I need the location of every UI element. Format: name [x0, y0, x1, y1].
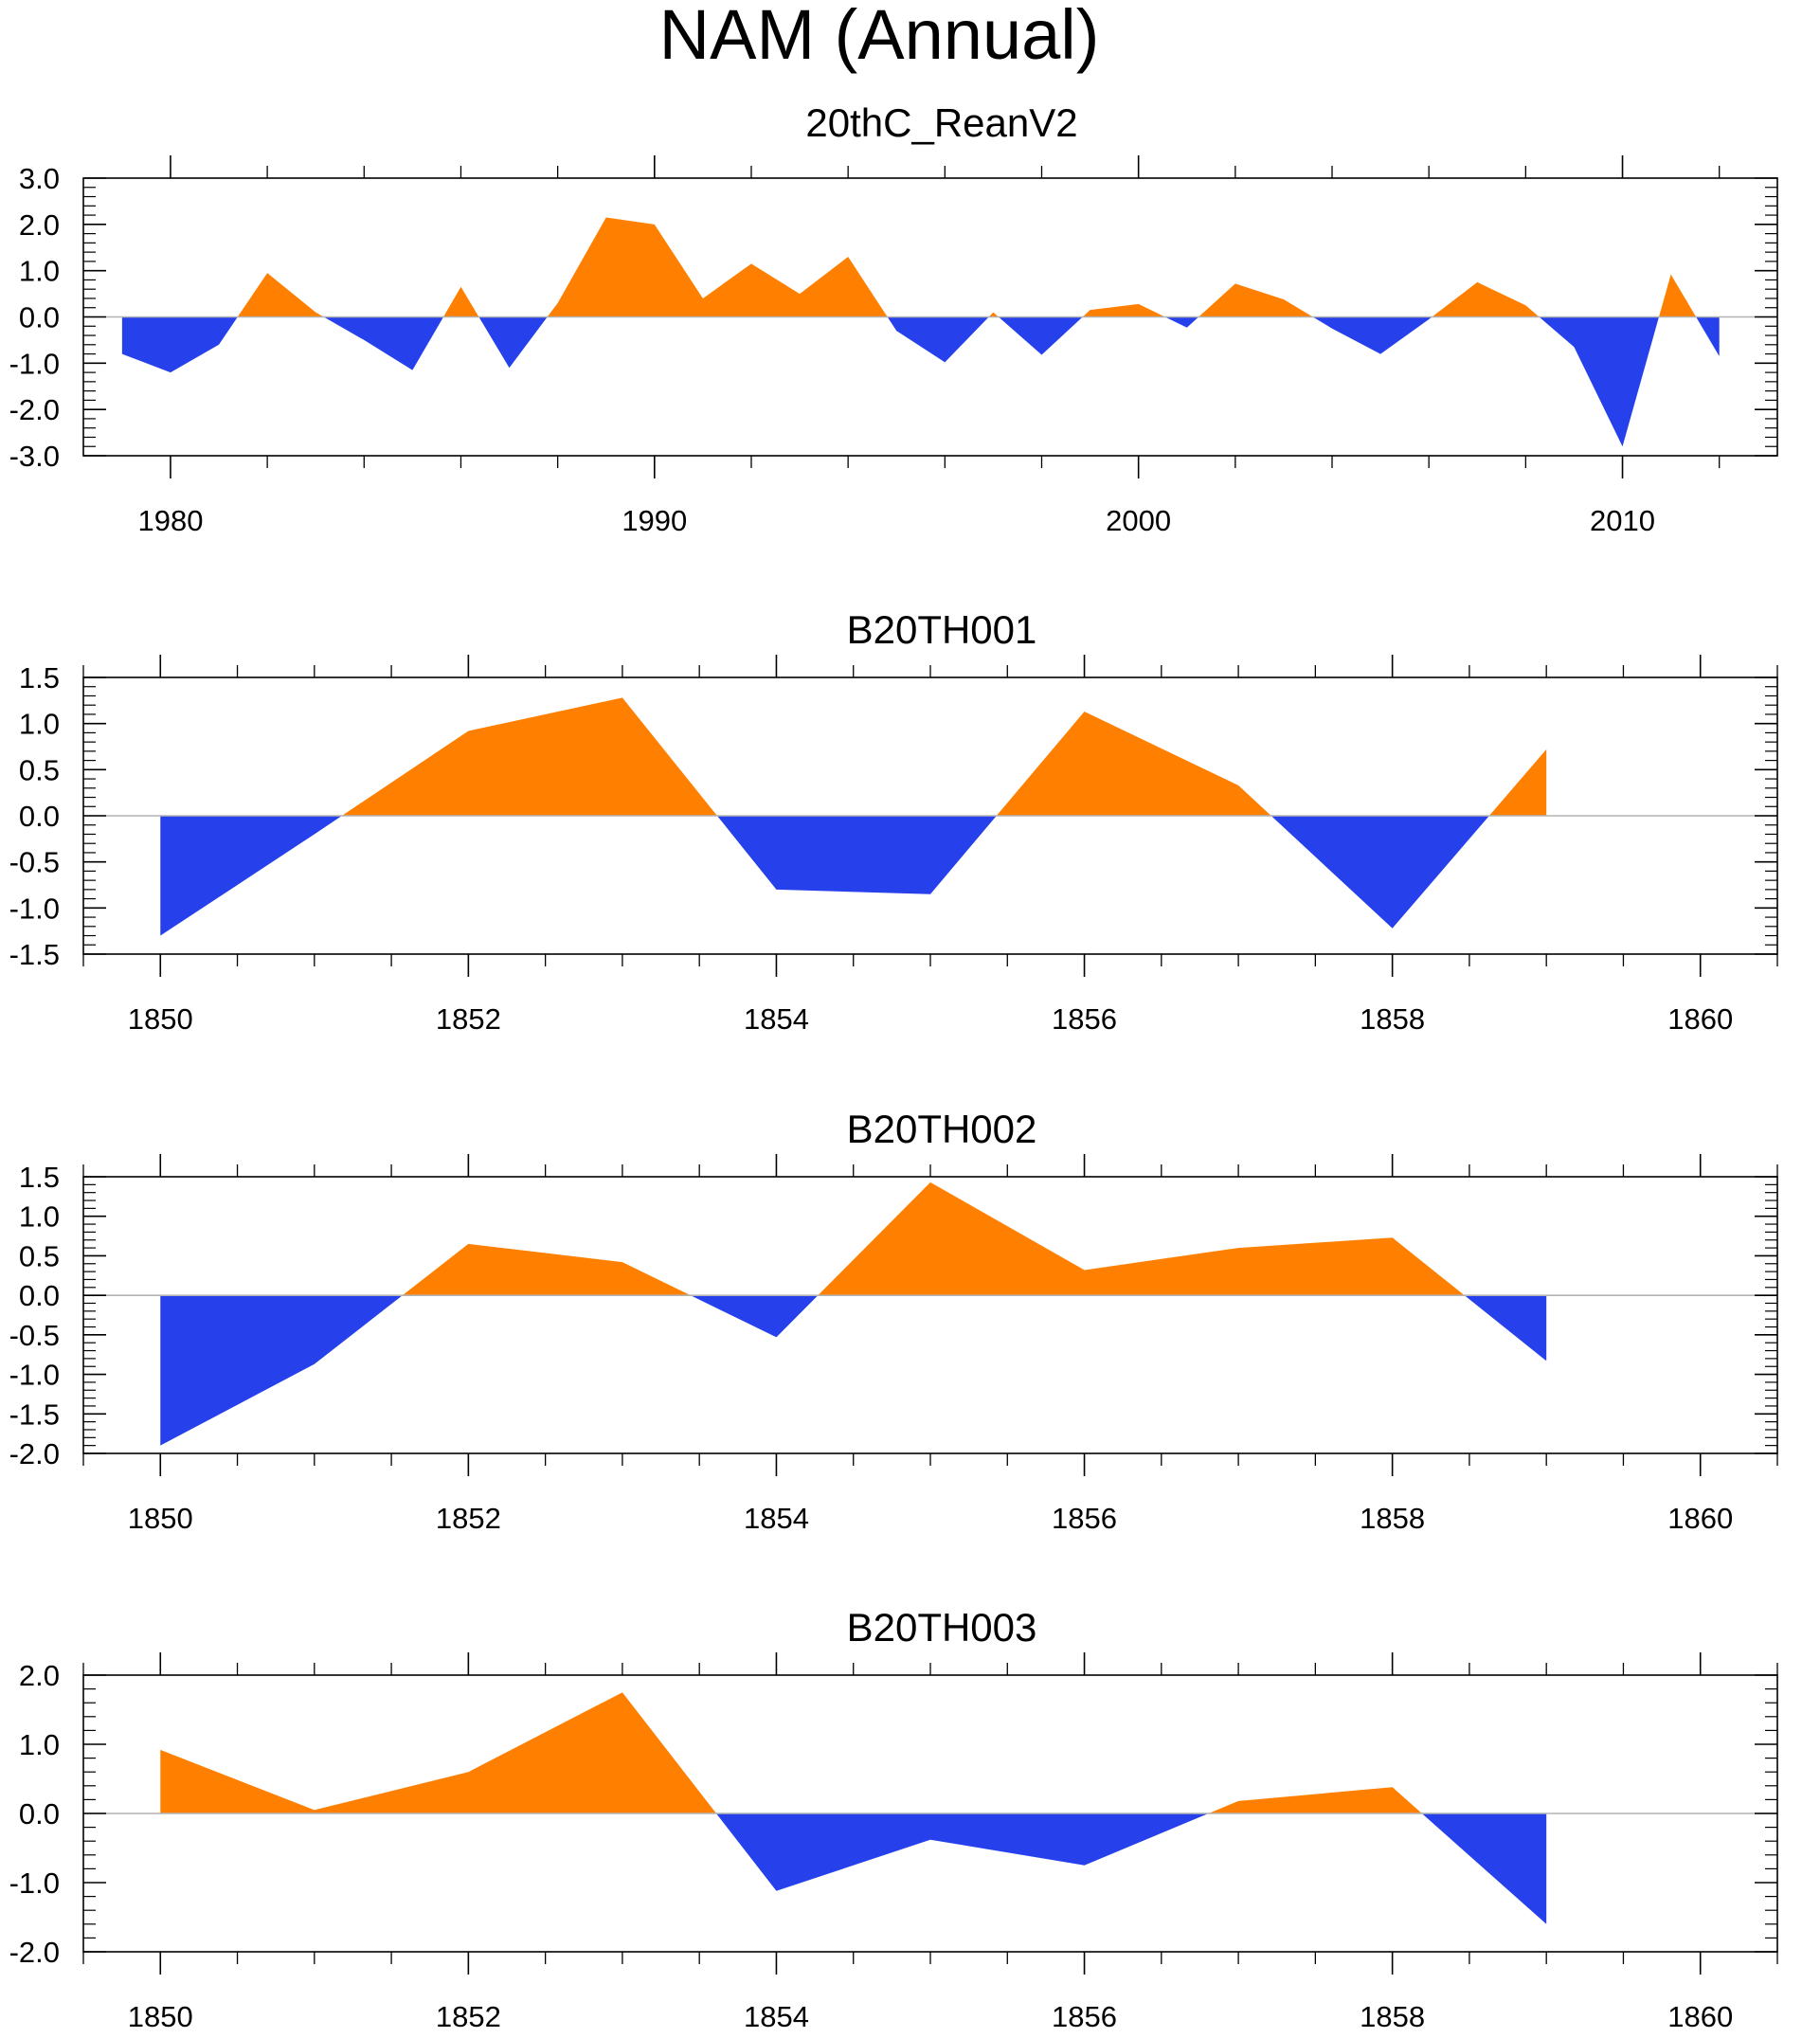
y-tick-label: 0.5	[19, 1239, 60, 1272]
y-tick-label: -1.0	[9, 1867, 60, 1900]
x-tick-label: 1980	[137, 504, 203, 537]
x-tick-label: 1850	[128, 2000, 193, 2033]
negative-area	[160, 1295, 1547, 1446]
panel-title: 20thC_ReanV2	[805, 100, 1077, 145]
y-tick-label: -1.0	[9, 1359, 60, 1392]
x-tick-label: 1858	[1360, 1002, 1425, 1036]
x-tick-label: 2000	[1106, 504, 1171, 537]
x-tick-label: 1852	[436, 1502, 501, 1535]
y-tick-label: -2.0	[9, 1437, 60, 1470]
panel-title: B20TH003	[847, 1605, 1037, 1650]
y-tick-label: -1.5	[9, 1398, 60, 1431]
y-tick-label: -2.0	[9, 1936, 60, 1969]
x-tick-label: 1850	[128, 1502, 193, 1535]
panel-title: B20TH001	[847, 607, 1037, 652]
x-tick-label: 1856	[1052, 2000, 1117, 2033]
y-tick-label: -0.5	[9, 1319, 60, 1352]
y-tick-label: -1.0	[9, 347, 60, 380]
x-tick-label: 1860	[1667, 1002, 1733, 1036]
y-tick-label: 3.0	[19, 162, 60, 195]
negative-area	[160, 1813, 1547, 1924]
y-tick-label: 1.5	[19, 661, 60, 694]
x-tick-label: 2010	[1590, 504, 1655, 537]
x-tick-label: 1860	[1667, 2000, 1733, 2033]
chart-panel-4: B20TH003 1850 1852 1854 1856 1858 1860 -2.0 -1.0…	[9, 1605, 1778, 2033]
x-tick-label: 1858	[1360, 1502, 1425, 1535]
x-tick-label: 1850	[128, 1002, 193, 1036]
y-tick-label: 2.0	[19, 208, 60, 242]
figure-title: NAM (Annual)	[659, 0, 1100, 74]
x-tick-label: 1860	[1667, 1502, 1733, 1535]
x-tick-label: 1854	[744, 1502, 809, 1535]
y-tick-label: 1.0	[19, 1200, 60, 1234]
x-tick-label: 1990	[622, 504, 687, 537]
positive-area	[121, 217, 1720, 317]
x-tick-label: 1856	[1052, 1002, 1117, 1036]
x-tick-label: 1854	[744, 1002, 809, 1036]
y-tick-label: 2.0	[19, 1659, 60, 1692]
x-tick-label: 1854	[744, 2000, 809, 2033]
x-tick-label: 1852	[436, 1002, 501, 1036]
positive-area	[160, 1181, 1547, 1296]
panels-group: 20thC_ReanV2 1980 1990 2000 2010 -3.0 -2.0 -1.0…	[9, 100, 1778, 2033]
y-tick-label: 0.5	[19, 753, 60, 786]
chart-panel-3: B20TH002 1850 1852 1854 1856 1858 1860 -2.0 -1.5…	[9, 1107, 1778, 1535]
x-tick-label: 1858	[1360, 2000, 1425, 2033]
x-tick-label: 1856	[1052, 1502, 1117, 1535]
y-tick-label: 0.0	[19, 1279, 60, 1312]
y-tick-label: -1.5	[9, 938, 60, 971]
positive-area	[160, 697, 1547, 816]
positive-area	[160, 1692, 1547, 1813]
y-tick-label: 1.0	[19, 1728, 60, 1761]
y-tick-label: 1.5	[19, 1161, 60, 1194]
negative-area	[121, 316, 1720, 447]
y-tick-label: -3.0	[9, 440, 60, 473]
negative-area	[160, 816, 1547, 936]
panel-title: B20TH002	[847, 1107, 1037, 1151]
y-tick-label: -0.5	[9, 846, 60, 879]
y-tick-label: 1.0	[19, 255, 60, 288]
y-tick-label: -1.0	[9, 892, 60, 925]
y-tick-label: 0.0	[19, 1797, 60, 1831]
y-tick-label: 1.0	[19, 708, 60, 741]
chart-panel-2: B20TH001 1850 1852 1854 1856 1858 1860 -1.5 -1.0…	[9, 607, 1778, 1036]
y-tick-label: 0.0	[19, 301, 60, 334]
x-tick-label: 1852	[436, 2000, 501, 2033]
y-tick-label: 0.0	[19, 800, 60, 833]
chart-panel-1: 20thC_ReanV2 1980 1990 2000 2010 -3.0 -2.0 -1.0…	[9, 100, 1778, 537]
y-tick-label: -2.0	[9, 393, 60, 426]
